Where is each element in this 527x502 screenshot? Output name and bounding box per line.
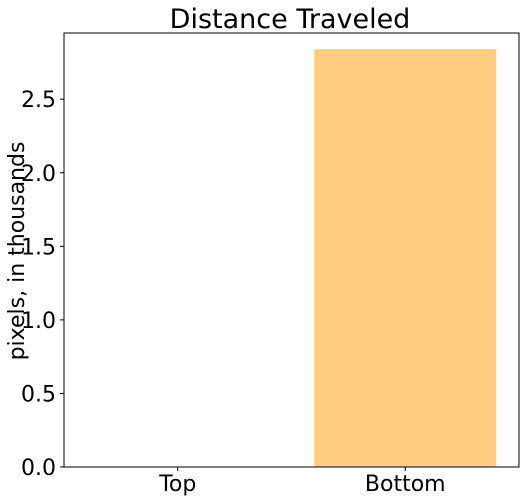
bars-group bbox=[314, 49, 496, 467]
x-tick-label-top: Top bbox=[158, 472, 196, 497]
y-tick-label: 1.0 bbox=[21, 309, 56, 334]
bar-bottom bbox=[314, 49, 496, 467]
y-tick-label: 1.5 bbox=[21, 235, 56, 260]
x-tick-label-bottom: Bottom bbox=[365, 472, 446, 497]
y-tick-label: 0.0 bbox=[21, 456, 56, 481]
chart-title: Distance Traveled bbox=[170, 4, 411, 35]
y-tick-label: 0.5 bbox=[21, 382, 56, 407]
y-tick-label: 2.5 bbox=[21, 88, 56, 113]
y-tick-label: 2.0 bbox=[21, 162, 56, 187]
